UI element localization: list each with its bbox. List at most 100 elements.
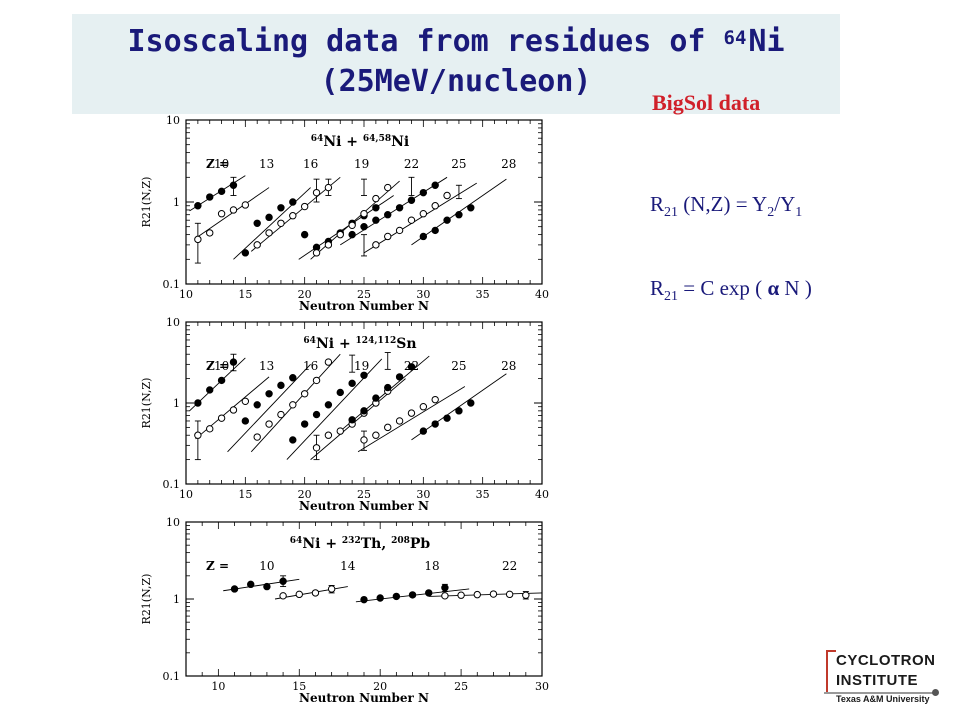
data-point-filled (372, 204, 380, 212)
z-value: 14 (340, 559, 356, 573)
data-point-open (241, 397, 250, 405)
y-tick-label: 1 (173, 397, 180, 410)
data-point-filled (431, 181, 439, 189)
z-value: 16 (303, 359, 318, 373)
logo-line3: Texas A&M University (836, 694, 930, 704)
logo-bar (824, 692, 936, 694)
data-point-open (443, 191, 451, 200)
z-value: 25 (451, 359, 466, 373)
data-point-filled (279, 577, 287, 585)
formula-sub: 21 (664, 289, 679, 305)
x-tick-label: 30 (535, 680, 549, 693)
data-point-open (194, 235, 202, 244)
data-point-filled (407, 196, 416, 204)
reaction-element: Ni + (323, 134, 363, 150)
data-point-filled (360, 595, 368, 604)
formula-sub: 21 (664, 205, 679, 221)
data-point-open (395, 226, 404, 235)
data-point-filled (206, 386, 214, 394)
data-point-filled (289, 374, 297, 382)
data-point-open (241, 201, 250, 209)
y-axis-label: R21(N,Z) (140, 378, 153, 429)
data-point-filled (194, 399, 202, 407)
y-tick-label: 10 (166, 316, 180, 329)
data-point-open (407, 216, 416, 224)
data-point-filled (431, 420, 439, 428)
x-tick-label: 15 (238, 488, 252, 501)
x-tick-label: 25 (357, 288, 371, 301)
data-point-open (372, 241, 380, 249)
y-tick-label: 0.1 (163, 478, 181, 491)
data-point-open (384, 423, 392, 432)
data-point-filled (395, 204, 404, 212)
data-point-filled (263, 582, 271, 591)
y-tick-label: 0.1 (163, 670, 181, 683)
data-point-filled (206, 193, 214, 201)
y-tick-label: 1 (173, 593, 180, 606)
logo-dot (932, 689, 939, 696)
data-point-open (217, 209, 226, 218)
formula-alpha: α (767, 276, 780, 300)
data-point-filled (229, 358, 238, 366)
data-point-filled (425, 589, 433, 597)
reaction-mass-number: 208 (391, 536, 410, 546)
data-point-filled (300, 230, 309, 239)
z-label: Z = (206, 359, 229, 373)
fit-line (357, 386, 466, 453)
data-point-open (206, 229, 214, 237)
z-value: 19 (354, 157, 369, 171)
data-point-filled (312, 410, 321, 419)
data-point-filled (217, 376, 226, 385)
z-label: Z = (206, 559, 229, 573)
x-tick-label: 10 (179, 488, 193, 501)
reaction-label: 64Ni + 232Th, 208Pb (290, 536, 431, 552)
data-point-open (312, 188, 321, 197)
formula-r: R (650, 192, 665, 216)
data-point-filled (441, 584, 449, 592)
data-point-filled (392, 592, 401, 601)
data-point-filled (300, 420, 309, 428)
data-point-filled (419, 232, 428, 241)
x-axis-label: Neutron Number N (299, 499, 429, 513)
data-point-filled (384, 211, 392, 219)
z-value: 25 (451, 157, 466, 171)
reaction-element: Ni + (316, 336, 356, 352)
z-value: 18 (424, 559, 439, 573)
data-point-filled (372, 216, 380, 224)
data-point-open (457, 591, 465, 599)
formula-sub: 2 (767, 205, 775, 221)
data-point-filled (431, 226, 439, 235)
formula-text: /Y (774, 192, 796, 216)
data-point-open (360, 209, 368, 218)
data-point-open (372, 431, 380, 439)
data-point-filled (384, 383, 392, 392)
z-value: 22 (404, 157, 419, 171)
data-point-open (473, 590, 481, 599)
x-tick-label: 35 (476, 488, 490, 501)
logo-line1: CYCLOTRON (836, 652, 936, 669)
cyclotron-logo: CYCLOTRON INSTITUTE Texas A&M University (824, 648, 952, 712)
data-point-filled (360, 222, 368, 231)
data-point-filled (336, 388, 344, 397)
data-point-filled (407, 363, 416, 371)
z-value: 19 (354, 359, 369, 373)
data-point-open (419, 403, 428, 411)
reaction-element: Ni (391, 134, 409, 150)
x-tick-label: 20 (298, 288, 312, 301)
z-value: 16 (303, 157, 318, 171)
data-point-filled (253, 401, 261, 409)
data-point-open (194, 431, 202, 439)
title-mass-number: 64 (723, 27, 747, 49)
fit-line (363, 182, 477, 254)
data-point-open (265, 229, 273, 237)
data-point-filled (230, 585, 239, 593)
x-tick-label: 35 (476, 288, 490, 301)
x-tick-label: 20 (298, 488, 312, 501)
data-point-filled (419, 427, 428, 435)
chart-panel-1: 0.1 1 10 10 15 20 25 30 35 40 Neutron Number N R21(… (140, 114, 549, 313)
data-point-filled (348, 230, 356, 239)
fit-line (274, 586, 348, 600)
data-point-filled (455, 211, 463, 219)
data-point-open (395, 417, 404, 425)
formula-text: = C exp ( (678, 276, 768, 300)
